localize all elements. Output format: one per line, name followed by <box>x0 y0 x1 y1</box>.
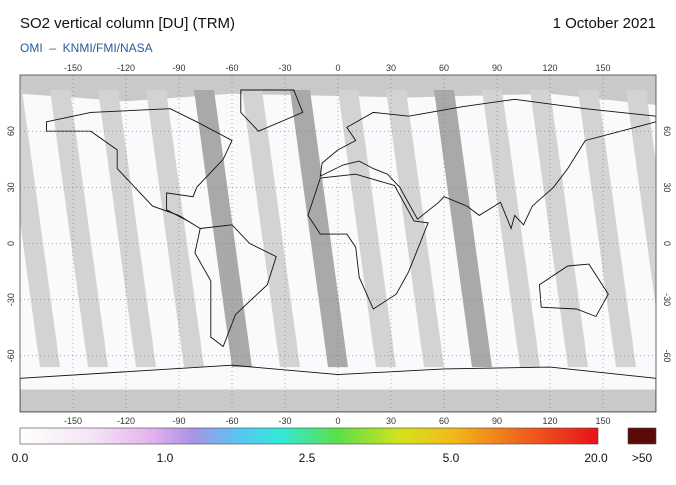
swath <box>578 89 636 368</box>
coastline <box>538 263 609 318</box>
lon-tick-label: 60 <box>439 63 449 73</box>
swath <box>20 89 60 368</box>
lon-tick-label: 120 <box>542 63 557 73</box>
swath <box>290 89 348 368</box>
colorbar-label: 5.0 <box>443 451 460 465</box>
lat-tick-label: 30 <box>662 182 672 192</box>
lat-tick-label: 60 <box>6 126 16 136</box>
title: SO2 vertical column [DU] (TRM) <box>20 15 235 32</box>
lat-tick-label: 60 <box>662 126 672 136</box>
lon-tick-label: 60 <box>439 416 449 426</box>
lon-tick-label: 120 <box>542 416 557 426</box>
lat-tick-label: -30 <box>662 293 672 306</box>
lon-tick-label: -30 <box>278 63 291 73</box>
colorbar-overflow <box>627 427 657 445</box>
lon-tick-label: -60 <box>225 416 238 426</box>
lon-tick-label: -150 <box>64 63 82 73</box>
map <box>20 75 656 412</box>
lat-tick-label: -60 <box>6 349 16 362</box>
lon-tick-label: 0 <box>335 416 340 426</box>
coastline <box>194 224 277 348</box>
date: 1 October 2021 <box>553 15 656 32</box>
lon-tick-label: 150 <box>595 416 610 426</box>
swath <box>530 89 588 368</box>
lon-tick-label: -150 <box>64 416 82 426</box>
map-frame <box>19 74 657 413</box>
colorbar-label: 1.0 <box>157 451 174 465</box>
swath <box>98 89 156 368</box>
lon-tick-label: 90 <box>492 416 502 426</box>
swath <box>386 89 444 368</box>
colorbar-overflow-label: >50 <box>632 451 653 465</box>
lon-tick-label: -120 <box>117 416 135 426</box>
lon-tick-label: 30 <box>386 63 396 73</box>
lon-tick-label: 150 <box>595 63 610 73</box>
swath <box>242 89 300 368</box>
swath <box>338 89 396 368</box>
swath <box>194 89 252 368</box>
coastline <box>240 89 304 132</box>
swath <box>434 89 492 368</box>
swath <box>50 89 108 368</box>
colorbar-label: 20.0 <box>584 451 608 465</box>
lat-tick-label: 30 <box>6 182 16 192</box>
lat-tick-label: -60 <box>662 349 672 362</box>
colorbar-label: 2.5 <box>299 451 316 465</box>
lon-tick-label: -90 <box>172 416 185 426</box>
lon-tick-label: 0 <box>335 63 340 73</box>
lon-tick-label: -30 <box>278 416 291 426</box>
coastline <box>307 173 429 310</box>
colorbar <box>19 427 599 445</box>
coastline <box>319 98 656 230</box>
swath <box>626 89 656 309</box>
lon-tick-label: -60 <box>225 63 238 73</box>
lat-tick-label: 0 <box>662 241 672 246</box>
lat-tick-label: 0 <box>6 241 16 246</box>
lon-tick-label: 30 <box>386 416 396 426</box>
swath <box>146 89 204 368</box>
credit: OMI – KNMI/FMI/NASA <box>20 41 153 55</box>
lat-tick-label: -30 <box>6 293 16 306</box>
no-data-south <box>20 389 656 412</box>
lon-tick-label: -120 <box>117 63 135 73</box>
coastline <box>46 108 233 229</box>
lon-tick-label: -90 <box>172 63 185 73</box>
colorbar-label: 0.0 <box>12 451 29 465</box>
lon-tick-label: 90 <box>492 63 502 73</box>
